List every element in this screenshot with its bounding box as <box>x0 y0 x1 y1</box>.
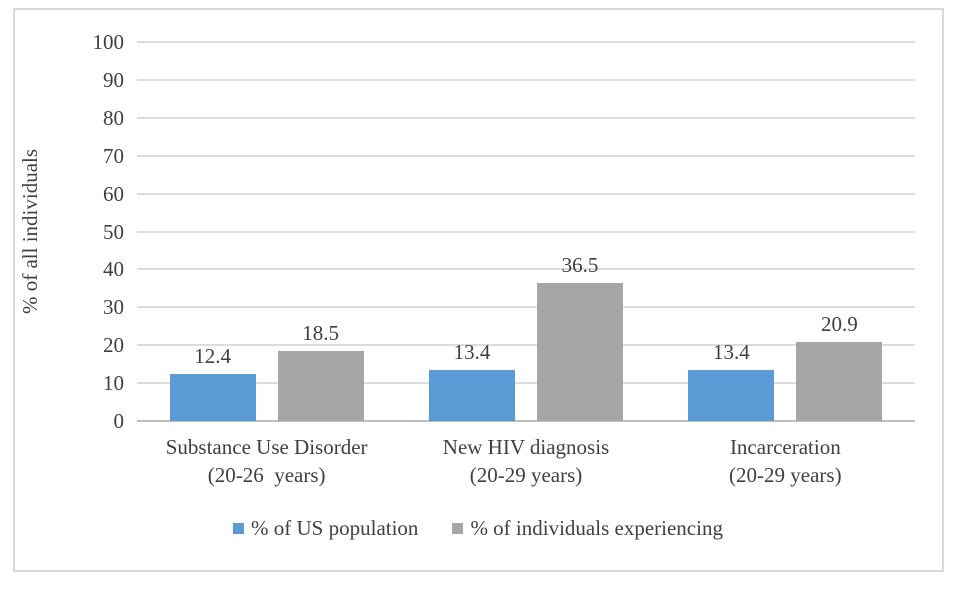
bar-value-label: 13.4 <box>453 340 491 365</box>
y-tick-label: 100 <box>92 30 125 54</box>
bar-value-label: 13.4 <box>712 340 750 365</box>
grid-line <box>137 344 915 347</box>
y-tick-label: 10 <box>103 371 124 396</box>
bar-value-label: 36.5 <box>561 252 599 277</box>
y-tick-label: 40 <box>103 257 124 282</box>
bar <box>429 370 515 421</box>
y-tick-label: 20 <box>103 333 124 358</box>
y-tick-label: 60 <box>103 181 124 206</box>
y-tick-label: 0 <box>113 409 125 433</box>
bar <box>688 370 775 421</box>
grid-line <box>137 116 915 119</box>
y-tick-label: 70 <box>103 143 124 168</box>
legend-item: % of US population <box>233 516 418 541</box>
grid-line <box>137 41 915 43</box>
x-axis-line <box>137 420 915 422</box>
y-tick-label: 90 <box>103 67 124 92</box>
y-tick-label: 80 <box>103 105 124 130</box>
legend-label: % of individuals experiencing <box>470 515 723 540</box>
legend-swatch <box>452 522 464 534</box>
legend-swatch <box>233 522 245 534</box>
grid-line <box>137 192 915 195</box>
grid-line <box>137 78 915 81</box>
legend-label: % of US population <box>251 515 419 540</box>
bar <box>169 374 256 421</box>
bar-value-label: 12.4 <box>194 344 232 368</box>
grid-line <box>137 230 915 233</box>
category-label: Incarceration (20-29 years) <box>729 435 842 487</box>
bar-value-label: 20.9 <box>820 311 858 336</box>
y-tick-label: 50 <box>103 219 124 244</box>
grid-line <box>137 306 915 309</box>
bar-value-label: 18.5 <box>302 320 340 345</box>
legend-item: % of individuals experiencing <box>452 516 723 541</box>
legend: % of US population % of individuals exper… <box>0 512 956 544</box>
bar <box>796 341 883 421</box>
grid-line <box>137 382 915 385</box>
y-tick-label: 30 <box>103 295 124 320</box>
chart-frame <box>13 8 944 572</box>
grid-line <box>137 154 915 157</box>
category-label: New HIV diagnosis (20-29 years) <box>442 435 610 487</box>
category-label: Substance Use Disorder (20-26 years) <box>165 435 368 487</box>
bar <box>277 350 364 421</box>
bar <box>537 282 623 421</box>
grid-line <box>137 268 915 271</box>
